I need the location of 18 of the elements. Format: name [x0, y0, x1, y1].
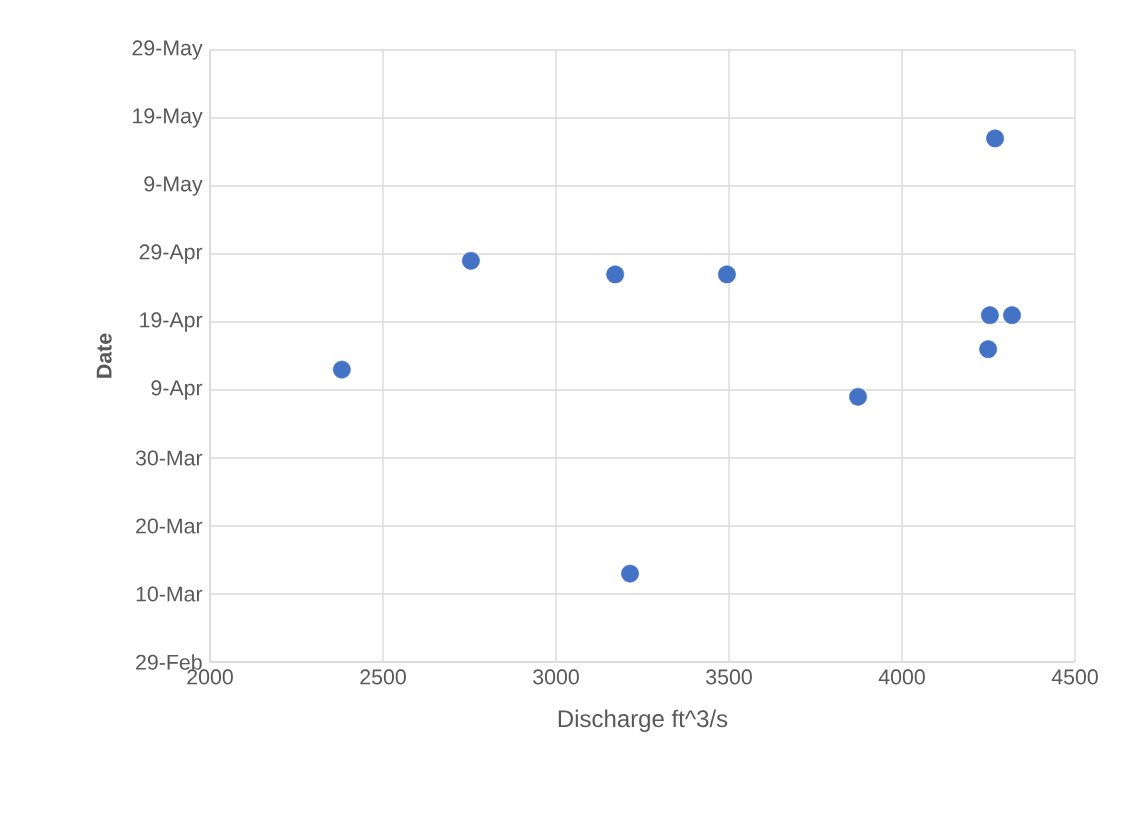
- y-tick-label: 9-May: [144, 176, 203, 196]
- x-axis-title: Discharge ft^3/s: [558, 709, 728, 732]
- y-tick-label: 19-May: [133, 108, 203, 128]
- x-tick-label: 3500: [706, 669, 752, 685]
- x-tick-label: 2500: [360, 669, 406, 685]
- y-tick-label: 29-Feb: [136, 654, 202, 670]
- y-tick-label: 29-Apr: [139, 244, 203, 264]
- x-tick-label: 4500: [1051, 669, 1098, 685]
- y-tick-label: 30-Mar: [135, 450, 203, 466]
- y-tick-label: 9-Apr: [151, 380, 203, 400]
- y-axis-title: Date: [96, 333, 112, 378]
- y-tick-label: 20-Mar: [136, 518, 203, 534]
- y-tick-label: 29-May: [132, 40, 203, 60]
- x-tick-label: 4000: [878, 669, 925, 685]
- x-tick-label: 2000: [187, 669, 233, 685]
- y-tick-label: 19-Apr: [140, 312, 203, 332]
- y-tick-label: 10-Mar: [136, 586, 203, 602]
- x-tick-label: 3000: [533, 669, 579, 685]
